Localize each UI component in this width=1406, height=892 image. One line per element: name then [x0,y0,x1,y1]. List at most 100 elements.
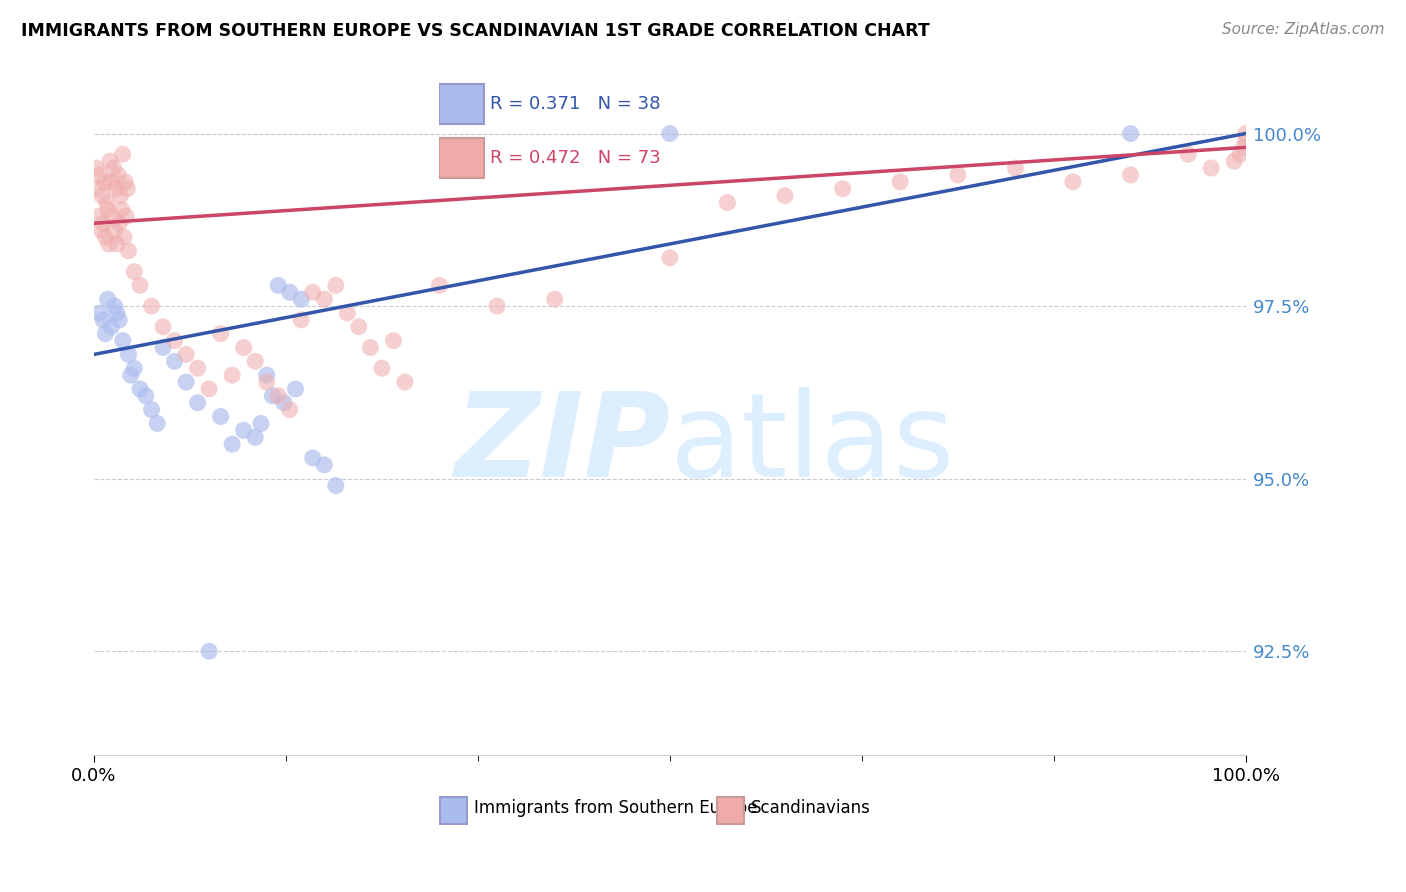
Point [1223,154,1246,169]
Point [359,341,381,355]
Point [267,278,290,293]
Point [290,313,312,327]
Point [94,230,117,244]
Point [110,188,132,202]
Point [1229,147,1251,161]
Point [273,396,295,410]
Point [101,210,124,224]
Point [262,389,284,403]
Point [105,237,128,252]
Point [209,409,232,424]
Point [256,368,278,383]
Point [115,210,138,224]
Point [1199,161,1222,175]
Point [117,244,139,258]
Point [1004,161,1026,175]
Point [290,292,312,306]
Point [100,319,122,334]
Point [198,644,221,658]
Point [98,154,121,169]
Point [97,202,120,217]
Point [112,230,135,244]
Point [129,278,152,293]
Point [314,458,336,472]
Point [658,127,681,141]
Point [97,292,120,306]
Point [267,389,290,403]
Point [86,182,108,196]
Point [336,306,359,320]
Point [243,354,266,368]
Point [256,375,278,389]
Point [146,417,169,431]
Point [117,182,139,196]
Point [221,437,243,451]
Point [314,292,336,306]
Point [278,402,301,417]
Point [325,278,347,293]
Point [325,478,347,492]
Text: Scandinavians: Scandinavians [751,798,870,816]
Point [1234,133,1257,147]
Point [97,237,120,252]
Point [394,375,416,389]
Point [91,313,114,327]
Point [89,168,111,182]
Point [84,161,107,175]
Point [90,223,112,237]
Point [1177,147,1199,161]
Point [108,216,131,230]
Text: atlas: atlas [669,387,955,502]
Point [1062,175,1084,189]
Point [1119,168,1142,182]
Point [163,354,186,368]
Point [141,299,163,313]
Point [301,450,323,465]
Point [111,147,134,161]
Point [209,326,232,341]
Point [111,334,134,348]
Point [347,319,370,334]
Point [163,334,186,348]
Point [1232,140,1254,154]
Point [129,382,152,396]
Point [889,175,911,189]
Point [301,285,323,300]
Point [94,326,117,341]
Point [198,382,221,396]
Point [278,285,301,300]
Point [91,216,114,230]
Text: ZIP: ZIP [454,387,669,502]
Text: Source: ZipAtlas.com: Source: ZipAtlas.com [1222,22,1385,37]
Point [429,278,451,293]
Point [152,341,174,355]
Point [946,168,969,182]
Point [831,182,853,196]
Point [100,175,122,189]
Point [114,175,136,189]
Point [243,430,266,444]
Point [250,417,273,431]
Point [93,175,115,189]
Point [104,223,127,237]
Point [773,188,796,202]
Point [117,347,139,361]
Point [174,347,197,361]
Point [104,182,127,196]
Point [486,299,509,313]
Point [658,251,681,265]
Point [221,368,243,383]
Point [232,341,254,355]
Point [122,264,145,278]
Point [104,299,127,313]
Point [1119,127,1142,141]
Text: Immigrants from Southern Europe: Immigrants from Southern Europe [474,798,758,816]
Point [174,375,197,389]
Point [284,382,307,396]
Text: IMMIGRANTS FROM SOUTHERN EUROPE VS SCANDINAVIAN 1ST GRADE CORRELATION CHART: IMMIGRANTS FROM SOUTHERN EUROPE VS SCAND… [21,22,929,40]
Point [1234,127,1257,141]
Point [543,292,565,306]
Point [232,423,254,437]
Point [110,202,132,217]
Point [89,306,111,320]
